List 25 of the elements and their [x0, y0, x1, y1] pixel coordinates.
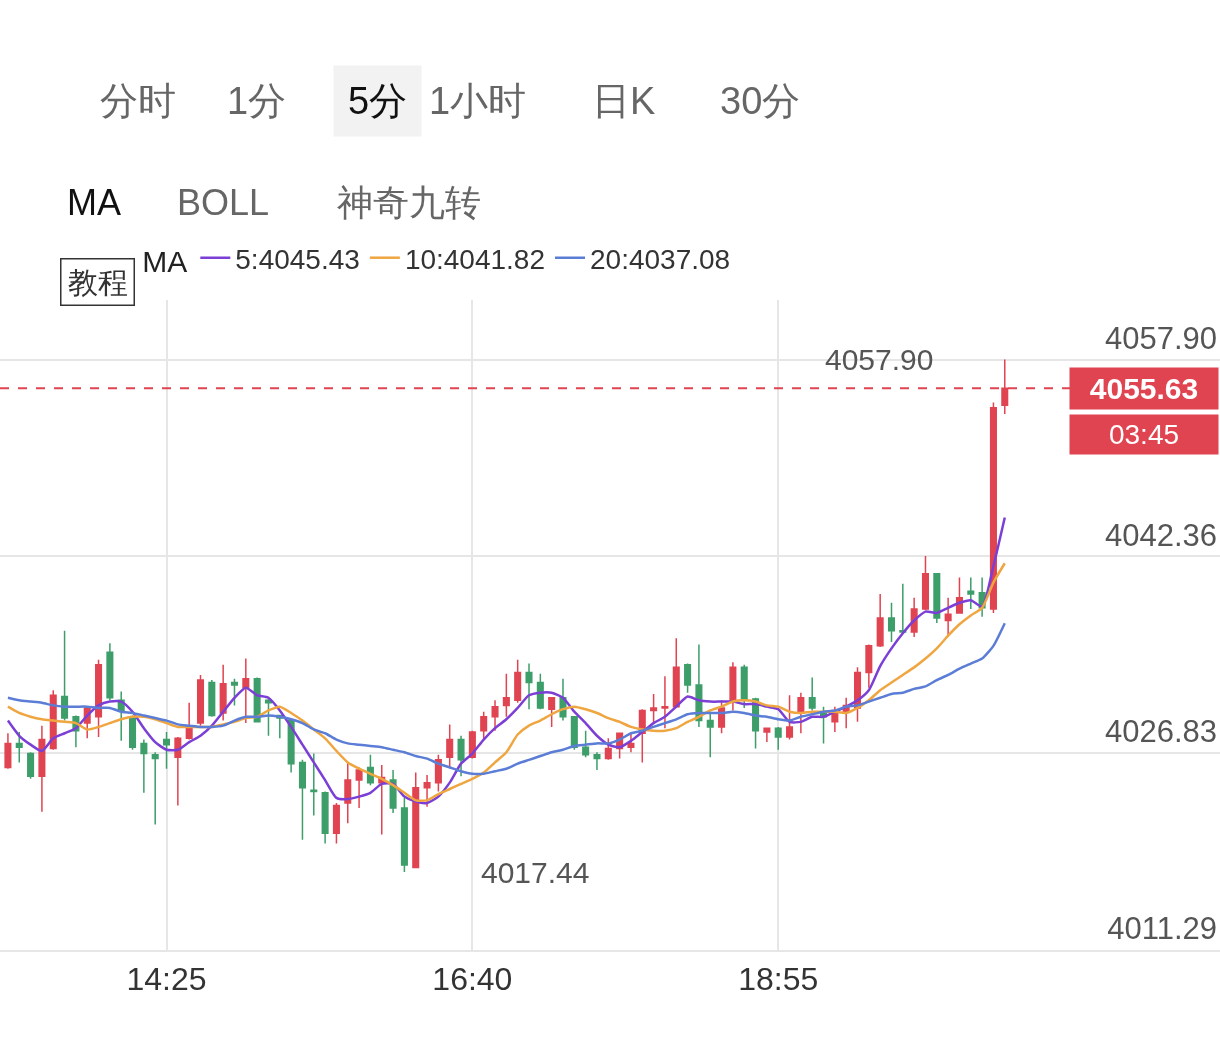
ref-line-label: 4055.63	[1089, 372, 1199, 405]
y-tick-label: 4011.29	[1107, 911, 1217, 947]
text: 1小时	[429, 80, 527, 122]
y-tick-label: 4057.90	[1104, 320, 1217, 356]
legend-label: 10:4041.82	[404, 243, 546, 275]
annotation: 4057.90	[825, 343, 934, 376]
legend-label: 5:4045.43	[235, 243, 360, 275]
text: 5分	[348, 80, 408, 122]
text: 教程	[67, 265, 128, 299]
y-tick-label: 4026.83	[1104, 714, 1217, 750]
text: MA	[67, 182, 121, 223]
text: 日K	[592, 80, 656, 122]
x-tick-label: 18:55	[738, 961, 819, 998]
x-tick-label: 14:25	[126, 961, 207, 998]
text: BOLL	[177, 182, 270, 223]
text: 神奇九转	[337, 182, 481, 223]
text: 分时	[100, 80, 176, 122]
legend-title: MA	[142, 245, 188, 278]
annotation: 4017.44	[481, 856, 590, 889]
x-tick-label: 16:40	[432, 961, 513, 998]
y-tick-label: 4042.36	[1104, 517, 1217, 553]
text: 03:45	[1108, 419, 1180, 450]
text: 1分	[227, 80, 287, 122]
legend-label: 20:4037.08	[590, 243, 731, 275]
text: 30分	[720, 80, 801, 122]
